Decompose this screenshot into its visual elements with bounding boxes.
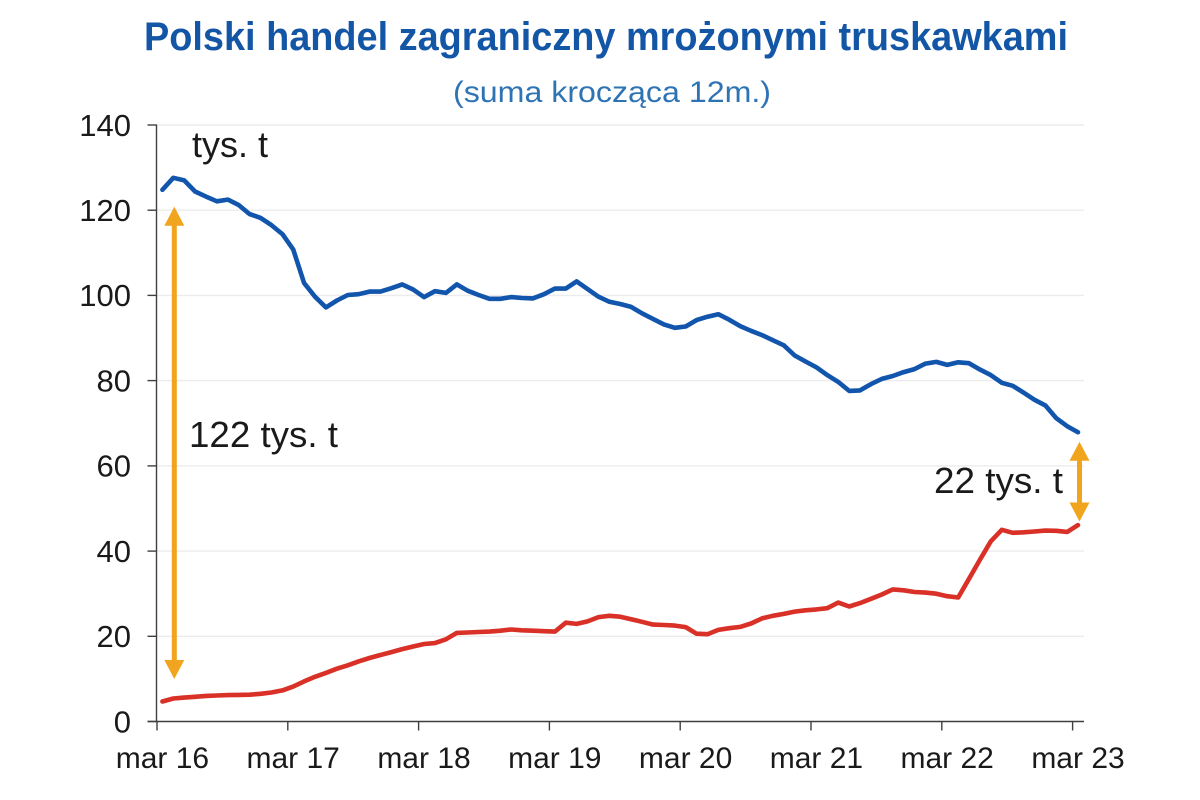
svg-text:20: 20 bbox=[97, 619, 131, 654]
svg-text:mar 17: mar 17 bbox=[247, 742, 340, 775]
svg-text:22 tys. t: 22 tys. t bbox=[934, 460, 1063, 501]
svg-text:0: 0 bbox=[114, 704, 131, 739]
svg-text:mar 16: mar 16 bbox=[116, 742, 209, 775]
svg-text:tys. t: tys. t bbox=[192, 124, 268, 165]
svg-text:mar 23: mar 23 bbox=[1031, 742, 1124, 775]
svg-text:120: 120 bbox=[79, 193, 131, 228]
svg-text:mar 18: mar 18 bbox=[377, 742, 470, 775]
svg-text:mar 19: mar 19 bbox=[508, 742, 601, 775]
svg-text:80: 80 bbox=[97, 363, 131, 398]
svg-text:60: 60 bbox=[97, 449, 131, 484]
svg-text:mar 22: mar 22 bbox=[901, 742, 994, 775]
svg-text:140: 140 bbox=[79, 108, 131, 143]
svg-text:mar 21: mar 21 bbox=[770, 742, 863, 775]
svg-text:Polski handel zagraniczny mroż: Polski handel zagraniczny mrożonymi trus… bbox=[144, 15, 1068, 59]
svg-text:100: 100 bbox=[79, 278, 131, 313]
svg-text:mar 20: mar 20 bbox=[639, 742, 732, 775]
svg-text:122 tys. t: 122 tys. t bbox=[189, 414, 338, 455]
svg-text:40: 40 bbox=[97, 534, 131, 569]
svg-text:(suma krocząca 12m.): (suma krocząca 12m.) bbox=[453, 76, 771, 109]
